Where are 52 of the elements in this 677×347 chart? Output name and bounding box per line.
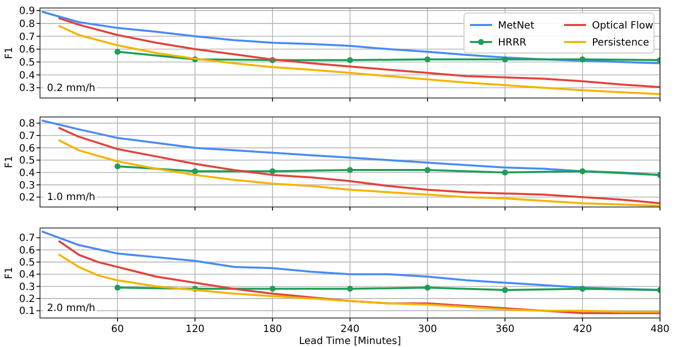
y-axis-title: F1 bbox=[4, 46, 15, 60]
point bbox=[347, 167, 353, 174]
y-tick-label: 0.5 bbox=[19, 58, 35, 68]
y-tick-label: 0.5 bbox=[19, 258, 35, 269]
y-tick-label: 0.8 bbox=[19, 118, 35, 130]
y-tick-label: 0.7 bbox=[19, 233, 35, 244]
y-tick-label: 0.9 bbox=[19, 6, 35, 18]
point bbox=[270, 168, 276, 174]
point bbox=[502, 169, 508, 176]
x-axis-title: Lead Time [Minutes] bbox=[298, 336, 402, 347]
x-tick-label: 240 bbox=[340, 324, 360, 335]
annotation: 0.2 mm/h bbox=[47, 83, 96, 94]
y-tick-label: 0.6 bbox=[19, 245, 35, 256]
y-tick-label: 0.4 bbox=[19, 270, 35, 281]
point bbox=[580, 56, 586, 62]
annotation: 1.0 mm/h bbox=[47, 192, 96, 203]
point bbox=[502, 56, 508, 62]
point bbox=[424, 56, 430, 62]
x-tick-label: 180 bbox=[262, 324, 282, 335]
y-tick-label: 0.7 bbox=[19, 130, 35, 142]
point bbox=[114, 48, 120, 55]
legend-label: HRRR bbox=[498, 38, 526, 48]
y-tick-label: 0.4 bbox=[19, 168, 35, 179]
y-tick-label: 0.5 bbox=[19, 156, 35, 167]
y-tick-label: 0.3 bbox=[19, 83, 35, 94]
x-tick-label: 480 bbox=[650, 324, 670, 335]
point bbox=[580, 168, 586, 174]
y-axis-title: F1 bbox=[4, 156, 15, 168]
annotation: 2.0 mm/h bbox=[47, 303, 96, 314]
legend-label: MetNet bbox=[498, 20, 534, 32]
y-tick-label: 0.6 bbox=[19, 143, 35, 154]
y-tick-label: 0.2 bbox=[19, 294, 35, 306]
y-tick-label: 0.2 bbox=[19, 192, 35, 204]
y-tick-label: 0.3 bbox=[19, 282, 35, 293]
point bbox=[347, 57, 353, 64]
legend-label: Persistence bbox=[592, 38, 650, 48]
x-tick-label: 300 bbox=[418, 324, 438, 335]
x-tick-label: 420 bbox=[572, 324, 592, 335]
point bbox=[192, 168, 198, 174]
legend-label: Optical Flow bbox=[592, 20, 654, 32]
y-tick-label: 0.3 bbox=[19, 180, 35, 192]
y-tick-label: 0.7 bbox=[19, 32, 35, 43]
point bbox=[114, 163, 120, 170]
y-tick-label: 0.8 bbox=[19, 18, 35, 30]
y-tick-label: 0.6 bbox=[19, 44, 35, 56]
y-axis-title: F1 bbox=[4, 266, 15, 280]
x-tick-label: 360 bbox=[495, 324, 515, 335]
y-tick-label: 0.1 bbox=[19, 306, 35, 318]
x-tick-label: 120 bbox=[185, 324, 205, 335]
point bbox=[424, 167, 430, 174]
y-tick-label: 0.4 bbox=[19, 70, 35, 82]
x-tick-label: 60 bbox=[111, 324, 124, 335]
